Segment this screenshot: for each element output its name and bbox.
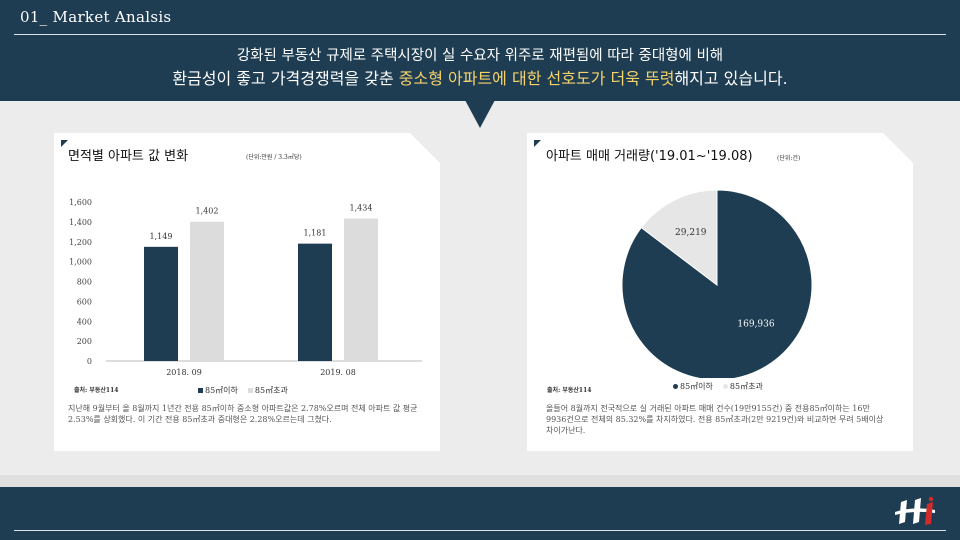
bar [344, 218, 378, 361]
data-label: 1,181 [304, 229, 327, 238]
slice-label: 29,219 [675, 228, 707, 238]
headline-highlight: 중소형 아파트에 대한 선호도가 더욱 뚜렷 [398, 69, 675, 88]
slice-label: 169,936 [737, 319, 774, 329]
legend-label-small: 85㎡이하 [680, 382, 713, 391]
y-tick-label: 1,200 [69, 238, 92, 247]
bar-chart-description: 지난해 9월부터 올 8월까지 1년간 전용 85㎡이하 중소형 아파트값은 2… [68, 404, 418, 424]
legend-label-large: 85㎡초과 [254, 386, 288, 395]
footer-divider [14, 530, 946, 531]
bar [298, 243, 332, 361]
bar [144, 246, 178, 361]
y-tick-label: 200 [77, 337, 92, 346]
pie-chart-card: 아파트 매매 거래량('19.01~'19.08) (단위:건) 169,936… [527, 133, 913, 451]
y-tick-label: 400 [77, 317, 92, 326]
legend-swatch-large [722, 384, 728, 389]
bar-chart-card: 면적별 아파트 값 변화 (단위:만원 / 3.3㎡당) 0 200 400 600 8… [54, 133, 440, 451]
x-tick-label: 2018. 09 [166, 368, 202, 377]
header-band [0, 0, 960, 101]
bar-chart: 0 200 400 600 800 1,000 1,200 1,400 1,600 1,149 1,… [69, 198, 422, 377]
pie-chart-description: 올들어 8월까지 전국적으로 실 거래된 아파트 매매 건수(19만9155건)… [546, 404, 884, 435]
headline-line-2-end: 해지고 있습니다. [674, 69, 788, 88]
legend-label-large: 85㎡초과 [729, 382, 763, 391]
header-pointer [465, 100, 495, 128]
bar-chart-legend: 85㎡이하 85㎡초과 [198, 385, 288, 396]
y-tick-label: 1,400 [69, 218, 92, 227]
legend-swatch-small [198, 388, 203, 393]
bar [190, 221, 224, 361]
bar-chart-source: 출처: 부동산114 [74, 387, 119, 394]
pie-chart-title: 아파트 매매 거래량('19.01~'19.08) [546, 149, 753, 164]
y-tick-label: 1,000 [69, 258, 92, 267]
bar-chart-unit: (단위:만원 / 3.3㎡당) [246, 154, 302, 161]
pie-slice [621, 189, 813, 378]
data-label: 1,149 [150, 232, 173, 241]
legend-label-small: 85㎡이하 [205, 386, 238, 395]
y-tick-label: 1,600 [69, 198, 92, 207]
bar-chart-title: 면적별 아파트 값 변화 [68, 149, 189, 164]
y-tick-label: 800 [77, 278, 92, 287]
legend-swatch-large [247, 388, 253, 393]
company-logo [895, 496, 935, 525]
data-label: 1,402 [196, 207, 219, 216]
legend-item-small: 85㎡이하 [673, 381, 713, 392]
y-tick-label: 600 [77, 297, 92, 306]
header-divider [14, 34, 946, 35]
pie-chart-source: 출처: 부동산114 [547, 387, 592, 394]
pie-chart: 169,936 29,219 [621, 189, 813, 378]
card-background [54, 133, 440, 451]
headline: 강화된 부동산 규제로 주택시장이 실 수요자 위주로 재편됨에 따라 중대형에… [0, 46, 960, 91]
pie-slice [640, 189, 718, 287]
headline-line-2: 환금성이 좋고 가격경쟁력을 갖춘 중소형 아파트에 대한 선호도가 더욱 뚜렷… [0, 67, 960, 91]
legend-item-small: 85㎡이하 [198, 385, 238, 396]
legend-item-large: 85㎡초과 [247, 385, 288, 396]
section-title: 01_ Market Analsis [20, 8, 172, 26]
pie-chart-legend: 85㎡이하 85㎡초과 [673, 381, 763, 392]
pie-chart-unit: (단위:건) [777, 155, 801, 162]
y-tick-label: 0 [87, 357, 92, 366]
headline-line-1: 강화된 부동산 규제로 주택시장이 실 수요자 위주로 재편됨에 따라 중대형에… [236, 48, 724, 64]
legend-swatch-small [673, 384, 678, 389]
x-tick-label: 2019. 08 [320, 368, 356, 377]
data-label: 1,434 [350, 203, 373, 212]
footer-band [0, 487, 960, 540]
legend-item-large: 85㎡초과 [722, 381, 763, 392]
headline-line-2-start: 환금성이 좋고 가격경쟁력을 갖춘 [172, 69, 399, 88]
